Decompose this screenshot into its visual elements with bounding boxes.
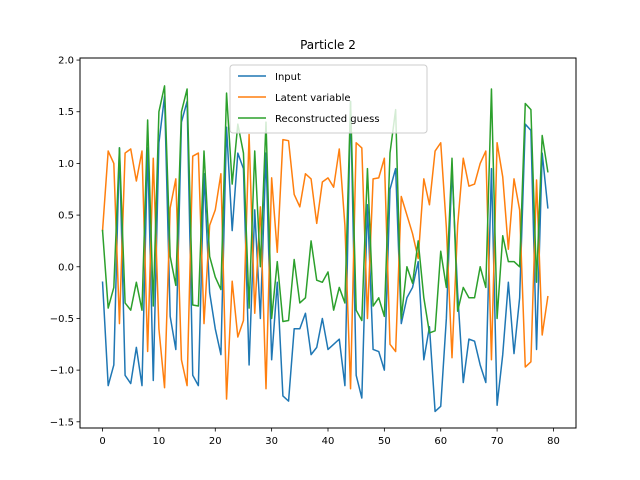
x-tick-label: 70	[491, 436, 504, 447]
y-tick-label: 0.0	[58, 262, 74, 273]
legend-label: Reconstructed guess	[275, 114, 380, 125]
legend-box	[229, 64, 428, 134]
y-tick-label: −1.0	[50, 366, 74, 377]
x-tick-label: 10	[153, 436, 166, 447]
legend-label: Input	[275, 72, 301, 83]
y-tick-label: 0.5	[58, 211, 74, 222]
x-tick-label: 60	[434, 436, 447, 447]
x-axis: 0 10 20 30 40 50 60 70 80	[99, 428, 560, 447]
legend: Input Latent variable Reconstructed guess	[229, 64, 428, 134]
x-tick-label: 0	[99, 436, 105, 447]
y-tick-label: −0.5	[50, 314, 74, 325]
y-tick-label: 2.0	[58, 56, 74, 67]
x-tick-label: 50	[378, 436, 391, 447]
y-tick-label: −1.5	[50, 417, 74, 428]
y-tick-label: 1.5	[58, 107, 74, 118]
x-tick-label: 40	[322, 436, 335, 447]
chart-title: Particle 2	[300, 38, 356, 52]
series-line-input	[101, 95, 549, 413]
x-tick-label: 80	[547, 436, 560, 447]
series-line-latent-variable	[101, 133, 549, 400]
series-layer	[101, 85, 549, 413]
x-tick-label: 30	[265, 436, 278, 447]
y-tick-label: 1.0	[58, 159, 74, 170]
x-tick-label: 20	[209, 436, 222, 447]
y-axis: −1.5 −1.0 −0.5 0.0 0.5 1.0 1.5 2.0	[50, 56, 80, 428]
series-line-reconstructed-guess	[101, 85, 549, 334]
legend-label: Latent variable	[275, 93, 351, 104]
